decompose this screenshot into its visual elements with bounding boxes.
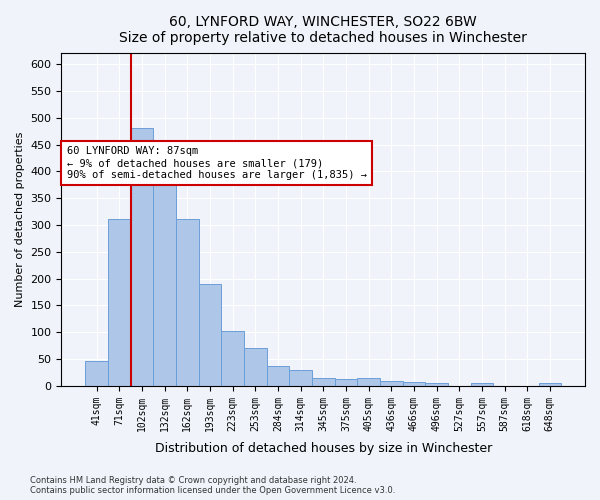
Bar [244, 348, 266, 386]
Bar [289, 370, 312, 386]
Bar [85, 361, 108, 386]
Bar [153, 164, 176, 386]
Bar [131, 128, 153, 386]
Bar [266, 366, 289, 386]
Bar [221, 331, 244, 386]
Bar [108, 219, 131, 386]
Bar [403, 382, 425, 386]
Title: 60, LYNFORD WAY, WINCHESTER, SO22 6BW
Size of property relative to detached hous: 60, LYNFORD WAY, WINCHESTER, SO22 6BW Si… [119, 15, 527, 45]
Text: Contains HM Land Registry data © Crown copyright and database right 2024.
Contai: Contains HM Land Registry data © Crown c… [30, 476, 395, 495]
Bar [312, 378, 335, 386]
Bar [380, 380, 403, 386]
Bar [335, 380, 357, 386]
Bar [470, 383, 493, 386]
Bar [425, 383, 448, 386]
Bar [176, 218, 199, 386]
Text: 60 LYNFORD WAY: 87sqm
← 9% of detached houses are smaller (179)
90% of semi-deta: 60 LYNFORD WAY: 87sqm ← 9% of detached h… [67, 146, 367, 180]
Bar [539, 383, 561, 386]
Y-axis label: Number of detached properties: Number of detached properties [15, 132, 25, 308]
Bar [199, 284, 221, 386]
Bar [357, 378, 380, 386]
X-axis label: Distribution of detached houses by size in Winchester: Distribution of detached houses by size … [155, 442, 492, 455]
